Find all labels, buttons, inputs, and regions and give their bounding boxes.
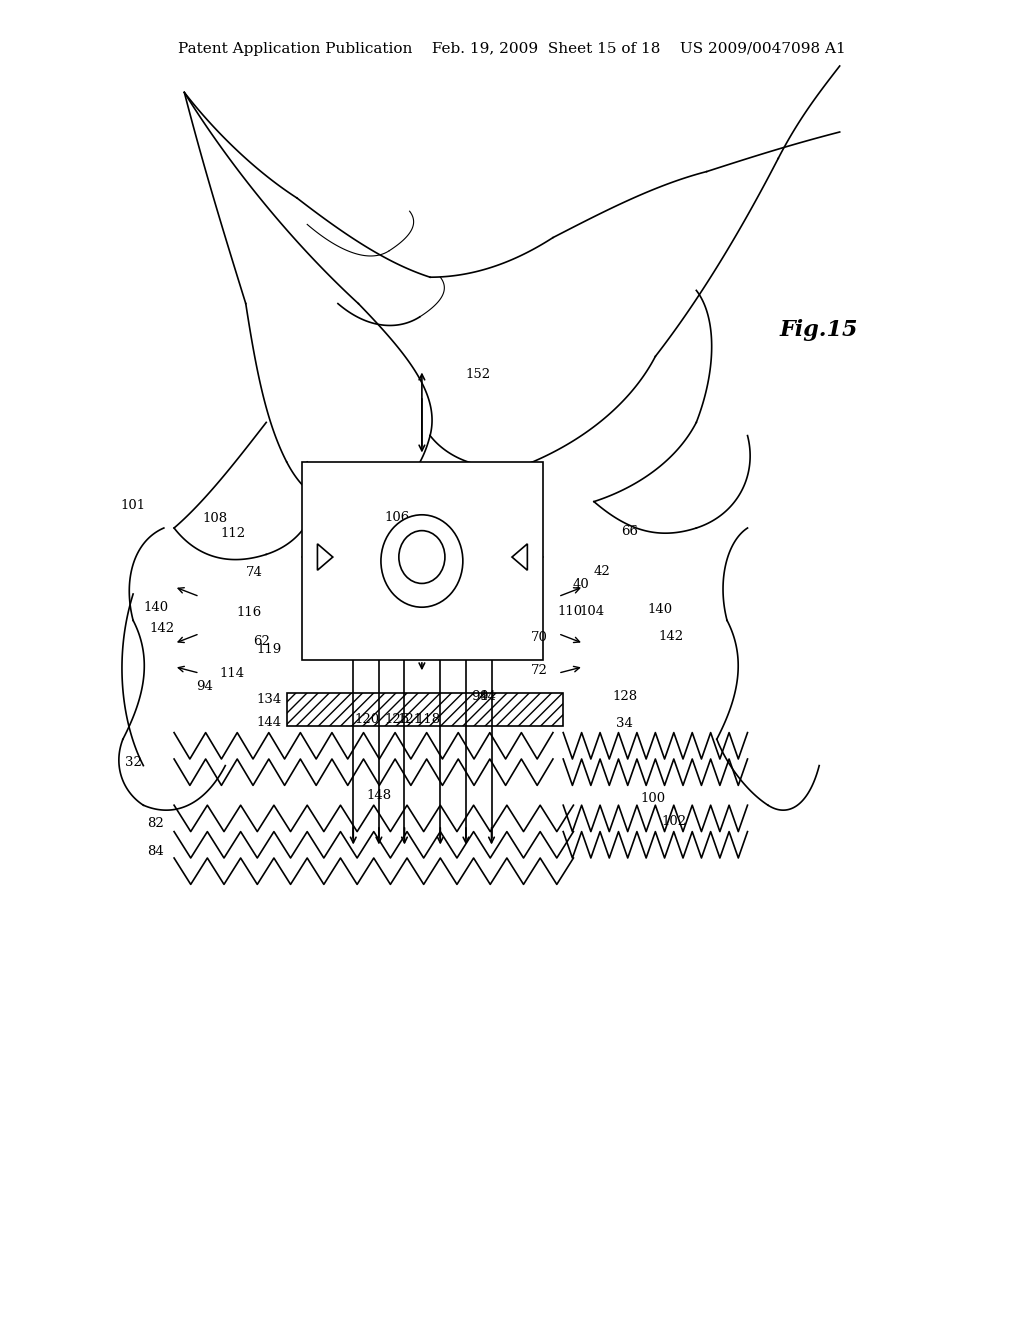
Text: 125: 125	[385, 713, 410, 726]
Polygon shape	[317, 544, 333, 570]
Ellipse shape	[398, 531, 444, 583]
Text: 140: 140	[143, 601, 168, 614]
Text: 118: 118	[416, 713, 440, 726]
Text: 108: 108	[203, 512, 227, 525]
Text: 72: 72	[531, 664, 548, 677]
Text: 128: 128	[612, 690, 637, 704]
Text: 94: 94	[479, 690, 496, 704]
Text: 62: 62	[253, 635, 269, 648]
Text: 100: 100	[641, 792, 666, 805]
Text: 134: 134	[257, 693, 282, 706]
Text: 32: 32	[125, 756, 141, 770]
Text: 140: 140	[648, 603, 673, 616]
Text: 142: 142	[658, 630, 683, 643]
Text: 94: 94	[471, 690, 487, 704]
Text: 34: 34	[616, 717, 633, 730]
Text: 148: 148	[367, 789, 391, 803]
Text: 144: 144	[257, 715, 282, 729]
Text: 102: 102	[662, 814, 686, 828]
Text: 104: 104	[580, 605, 604, 618]
Text: 110: 110	[558, 605, 583, 618]
Text: 66: 66	[622, 525, 638, 539]
Text: 112: 112	[221, 527, 246, 540]
Text: 42: 42	[594, 565, 610, 578]
Text: 94: 94	[197, 680, 213, 693]
Bar	[302, 462, 543, 660]
Polygon shape	[512, 544, 527, 570]
Text: 82: 82	[147, 817, 164, 830]
Text: 70: 70	[531, 631, 548, 644]
Text: 142: 142	[150, 622, 174, 635]
Ellipse shape	[381, 515, 463, 607]
Text: 119: 119	[257, 643, 282, 656]
Text: 152: 152	[466, 368, 492, 381]
Text: 74: 74	[246, 566, 262, 579]
Text: 106: 106	[385, 511, 410, 524]
Text: 116: 116	[237, 606, 261, 619]
Text: 84: 84	[147, 845, 164, 858]
Text: 101: 101	[121, 499, 145, 512]
Bar	[287, 693, 563, 726]
Text: Fig.15: Fig.15	[780, 319, 858, 341]
Text: 40: 40	[572, 578, 589, 591]
Text: 114: 114	[220, 667, 245, 680]
Text: 120: 120	[354, 713, 379, 726]
Text: Patent Application Publication    Feb. 19, 2009  Sheet 15 of 18    US 2009/00470: Patent Application Publication Feb. 19, …	[178, 42, 846, 55]
Text: 121: 121	[397, 713, 423, 726]
